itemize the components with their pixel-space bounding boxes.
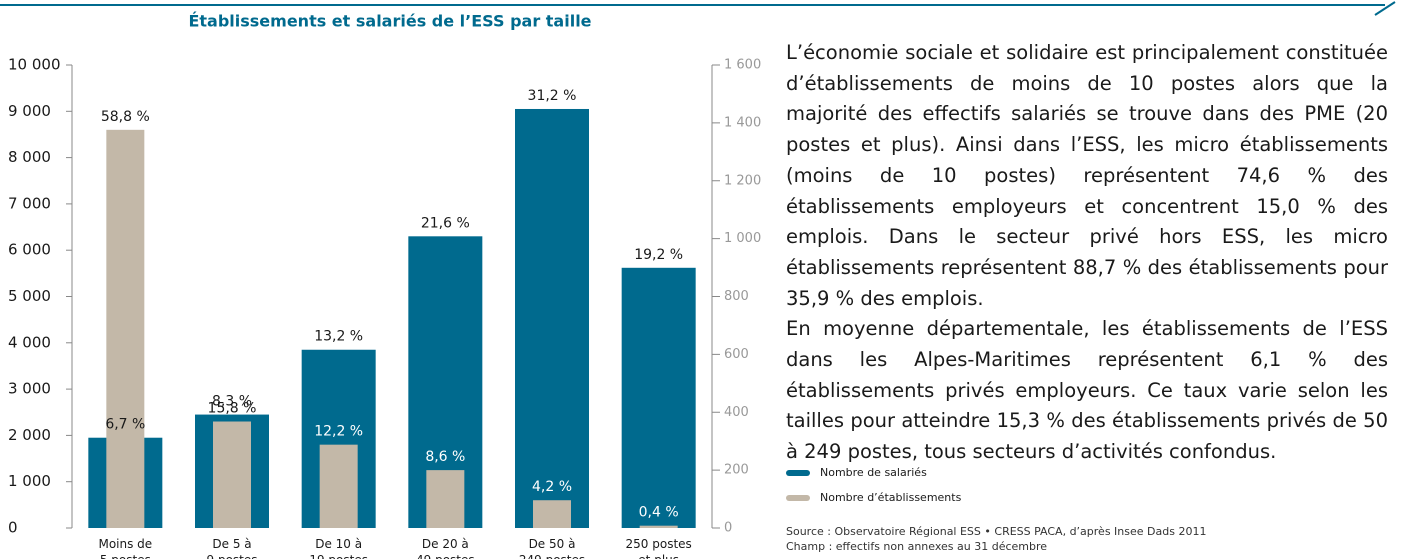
legend-swatch [786,469,810,476]
y-tick-label: 2 000 [8,426,51,444]
data-label: 12,2 % [314,424,363,440]
source-line: Source : Observatoire Régional ESS • CRE… [786,525,1207,538]
data-label: 19,2 % [634,247,683,263]
y-tick-label: 10 000 [8,56,61,74]
y-tick-label: 8 000 [8,148,51,166]
y2-tick-label: 1 200 [724,173,761,188]
source: Source : Observatoire Régional ESS • CRE… [786,524,1206,554]
y2-tick-label: 400 [724,405,749,420]
top-rule-hook [1374,1,1396,16]
y-tick-label: 7 000 [8,194,51,212]
x-tick-label: De 20 à49 postes [416,537,475,559]
y-tick-label: 9 000 [8,102,51,120]
y2-tick-label: 600 [724,347,749,362]
data-label: 4,2 % [532,479,572,495]
y2-tick-label: 1 400 [724,115,761,130]
bar [533,500,571,528]
y-tick-label: 6 000 [8,241,51,259]
x-tick-label: De 5 à9 postes [207,537,258,559]
legend-item: Nombre d’établissements [786,485,961,510]
data-label: 8,3 % [212,394,252,410]
data-label: 15,8 % [208,401,257,417]
chart-title: Établissements et salariés de l’ESS par … [188,12,591,31]
x-tick-label: Moins de5 postes [98,537,152,559]
data-label: 8,6 % [425,449,465,465]
data-label: 21,6 % [421,215,470,231]
bar [515,108,589,529]
data-label: 13,2 % [314,329,363,345]
y-tick-label: 5 000 [8,287,51,305]
data-label: 58,8 % [101,109,150,125]
legend-label: Nombre de salariés [820,466,927,479]
y2-tick-label: 1 600 [724,58,761,73]
bar [319,444,358,528]
paragraph: En moyenne départementale, les établisse… [786,317,1388,464]
bar [426,470,465,528]
body-text: L’économie sociale et solidaire est prin… [786,38,1388,468]
bar [621,267,696,528]
legend-item: Nombre de salariés [786,460,961,485]
y-tick-label: 3 000 [8,380,51,398]
source-line: Champ : effectifs non annexes au 31 déce… [786,540,1048,553]
legend-swatch [786,494,810,501]
y2-tick-label: 200 [724,463,749,478]
legend: Nombre de salariés Nombre d’établissemen… [786,460,961,510]
bar [639,525,678,528]
bar [106,129,145,528]
y2-tick-label: 0 [724,521,732,536]
data-label: 0,4 % [639,505,679,521]
y-tick-label: 0 [8,519,18,537]
data-label: 6,7 % [105,417,145,433]
bar [213,421,251,528]
y2-tick-label: 800 [724,289,749,304]
y-tick-label: 1 000 [8,472,51,490]
y2-tick-label: 1 000 [724,231,761,246]
paragraph: L’économie sociale et solidaire est prin… [786,41,1388,310]
x-tick-label: De 10 à19 postes [309,537,368,559]
data-label: 31,2 % [528,88,577,104]
legend-label: Nombre d’établissements [820,491,962,504]
y-tick-label: 4 000 [8,333,51,351]
